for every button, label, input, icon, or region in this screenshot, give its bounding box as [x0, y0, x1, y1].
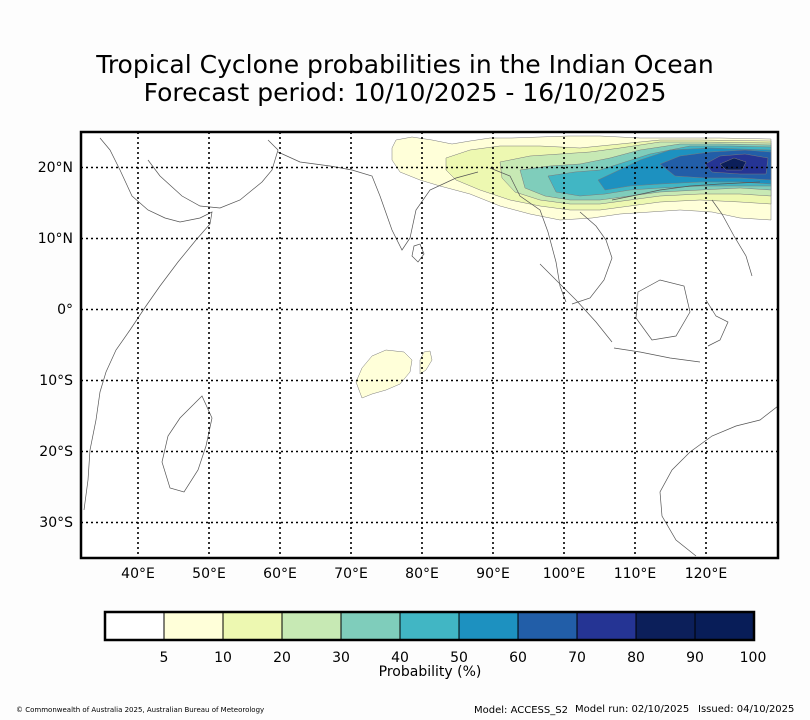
colorbar-swatch: [458, 611, 519, 641]
colorbar-swatch: [163, 611, 224, 641]
forecast-period: Forecast period: 10/10/2025 - 16/10/2025: [143, 78, 667, 107]
colorbar-label: 50: [450, 650, 468, 666]
contour-5-south: [355, 349, 413, 399]
lat-label-10N: 10°N: [38, 231, 73, 247]
colorbar-label: 5: [159, 650, 169, 666]
lat-label-10S: 10°S: [39, 373, 73, 389]
issued-date: Issued: 04/10/2025: [698, 704, 795, 715]
lat-tick-labels: 20°N 10°N 0° 10°S 20°S 30°S: [38, 160, 73, 531]
colorbar-swatch: [694, 611, 755, 641]
colorbar-swatch: [399, 611, 460, 641]
lon-label-120E: 120°E: [685, 566, 728, 582]
colorbar-swatch: [340, 611, 401, 641]
lat-label-30S: 30°S: [39, 515, 73, 531]
gridlines: [81, 132, 778, 558]
colorbar-swatch: [104, 611, 165, 641]
probability-contours: [355, 135, 772, 399]
colorbar-label: 100: [739, 650, 767, 666]
colorbar-swatch: [281, 611, 342, 641]
colorbar-swatch: [635, 611, 696, 641]
colorbar-label: 40: [391, 650, 409, 666]
map-title: Tropical Cyclone probabilities in the In…: [96, 50, 714, 79]
colorbar-swatch: [576, 611, 637, 641]
colorbar-label: 70: [568, 650, 586, 666]
colorbar-label: 30: [332, 650, 350, 666]
colorbar-label: 20: [273, 650, 291, 666]
model-name: Model: ACCESS_S2: [474, 705, 568, 716]
colorbar-label: 10: [214, 650, 232, 666]
contour-5-south-small: [419, 350, 433, 375]
lon-label-110E: 110°E: [614, 566, 657, 582]
colorbar-frame: [103, 610, 756, 642]
lon-tick-labels: 40°E 50°E 60°E 70°E 80°E 90°E 100°E 110°…: [121, 566, 727, 582]
lon-label-40E: 40°E: [121, 566, 155, 582]
colorbar-title: Probability (%): [378, 664, 482, 680]
colorbar-label: 90: [686, 650, 704, 666]
lon-label-100E: 100°E: [543, 566, 586, 582]
colorbar-label: 80: [627, 650, 645, 666]
map-frame: [79, 130, 780, 560]
colorbar-swatch: [517, 611, 578, 641]
colorbar: [103, 610, 756, 642]
colorbar-label: 60: [509, 650, 527, 666]
lat-label-20N: 20°N: [38, 160, 73, 176]
lon-label-80E: 80°E: [405, 566, 439, 582]
lon-label-60E: 60°E: [263, 566, 297, 582]
lon-label-70E: 70°E: [334, 566, 368, 582]
lon-label-90E: 90°E: [476, 566, 510, 582]
lat-label-20S: 20°S: [39, 444, 73, 460]
model-run-date: Model run: 02/10/2025: [575, 704, 690, 715]
colorbar-swatch: [222, 611, 283, 641]
coastlines: [83, 137, 778, 557]
lon-label-50E: 50°E: [192, 566, 226, 582]
lat-label-0: 0°: [57, 302, 73, 318]
copyright-notice: © Commonwealth of Australia 2025, Austra…: [16, 706, 265, 714]
